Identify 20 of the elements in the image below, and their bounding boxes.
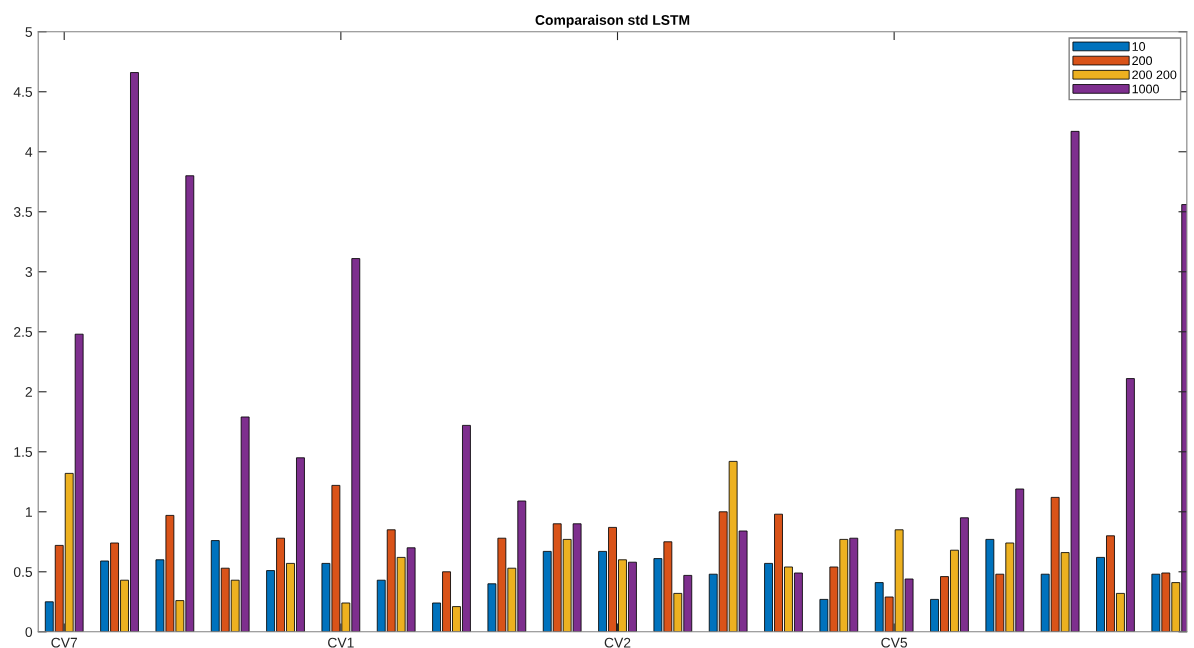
- legend-label: 200: [1132, 56, 1153, 66]
- y-tick-label: 4.5: [13, 87, 33, 97]
- x-tick-label: CV2: [604, 637, 631, 648]
- x-tick-label: CV5: [881, 637, 908, 648]
- y-tick-label: 3: [25, 267, 33, 277]
- y-tick-label: 3.5: [13, 207, 33, 217]
- legend-label: 200 200: [1132, 70, 1177, 80]
- x-tick-label: CV1: [328, 637, 354, 648]
- legend-label: 1000: [1132, 84, 1159, 94]
- y-tick-label: 4: [25, 147, 33, 157]
- y-tick-label: 2.5: [14, 327, 33, 337]
- chart-title: Comparaison std LSTM: [535, 14, 690, 28]
- y-tick-label: 0: [25, 627, 33, 637]
- y-tick-label: 0.5: [13, 567, 33, 577]
- y-tick-label: 1.5: [14, 447, 33, 457]
- y-tick-label: 2: [25, 387, 32, 397]
- y-tick-label: 5: [25, 27, 33, 37]
- legend-label: 10: [1132, 42, 1146, 51]
- y-tick-label: 1: [25, 507, 32, 517]
- x-tick-label: CV7: [51, 637, 78, 648]
